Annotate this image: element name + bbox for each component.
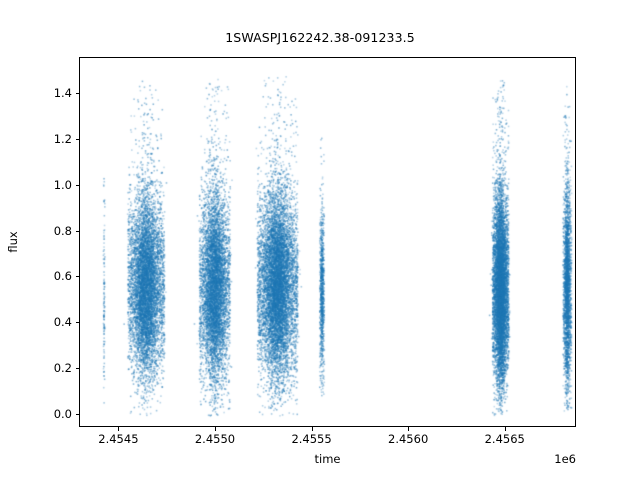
y-axis-label: flux — [6, 231, 20, 253]
y-tick-label: 0.4 — [53, 315, 72, 330]
y-tick-mark — [75, 230, 79, 232]
x-tick-mark — [118, 427, 120, 431]
plot-axes — [79, 57, 576, 427]
scatter-points-layer — [80, 58, 575, 426]
y-tick-label: 1.2 — [53, 131, 72, 146]
y-tick-mark — [75, 276, 79, 278]
y-tick-label: 1.0 — [53, 177, 72, 192]
chart-title: 1SWASPJ162242.38-091233.5 — [225, 30, 415, 45]
x-tick-label: 2.4560 — [388, 432, 429, 446]
y-tick-mark — [75, 414, 79, 416]
y-tick-mark — [75, 184, 79, 186]
y-tick-label: 0.2 — [53, 361, 72, 376]
y-tick-label: 0.0 — [53, 407, 72, 422]
y-tick-label: 0.6 — [53, 269, 72, 284]
x-tick-label: 2.4565 — [484, 432, 525, 446]
x-tick-mark — [311, 427, 313, 431]
x-tick-mark — [504, 427, 506, 431]
x-axis-label: time — [314, 452, 341, 466]
y-tick-mark — [75, 138, 79, 140]
y-tick-label: 0.8 — [53, 223, 72, 238]
y-tick-mark — [75, 368, 79, 370]
y-tick-mark — [75, 322, 79, 324]
x-tick-label: 2.4545 — [98, 432, 139, 446]
x-axis-offset-text: 1e6 — [554, 452, 576, 466]
x-tick-mark — [408, 427, 410, 431]
x-tick-mark — [214, 427, 216, 431]
y-tick-mark — [75, 92, 79, 94]
y-tick-label: 1.4 — [53, 85, 72, 100]
x-tick-label: 2.4555 — [291, 432, 332, 446]
x-tick-label: 2.4550 — [194, 432, 236, 446]
